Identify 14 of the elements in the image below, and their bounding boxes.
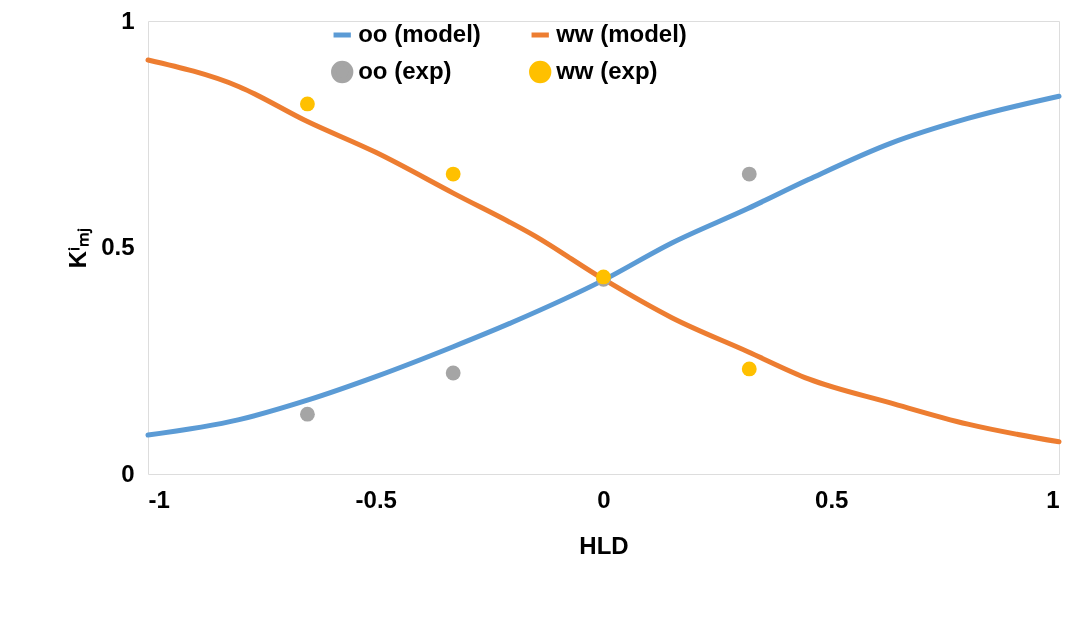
x-tick-label: 0.5 [815, 485, 849, 513]
legend-label: ww (model) [555, 20, 687, 47]
y-tick-label: 0.5 [101, 233, 135, 260]
legend-label: oo (exp) [358, 57, 452, 84]
y-tick-label: 0 [121, 459, 135, 487]
y-axis-title: Kⁱₘⱼ [64, 227, 94, 269]
x-tick-label: -0.5 [355, 485, 397, 513]
x-tick-label: 1 [1046, 485, 1060, 513]
x-axis-title: HLD [579, 531, 629, 559]
y-tick-label: 1 [121, 6, 135, 34]
x-tick-label: 0 [597, 485, 611, 513]
legend-label: oo (model) [358, 20, 481, 47]
x-tick-label: -1 [148, 485, 170, 513]
legend-label: ww (exp) [555, 57, 658, 84]
